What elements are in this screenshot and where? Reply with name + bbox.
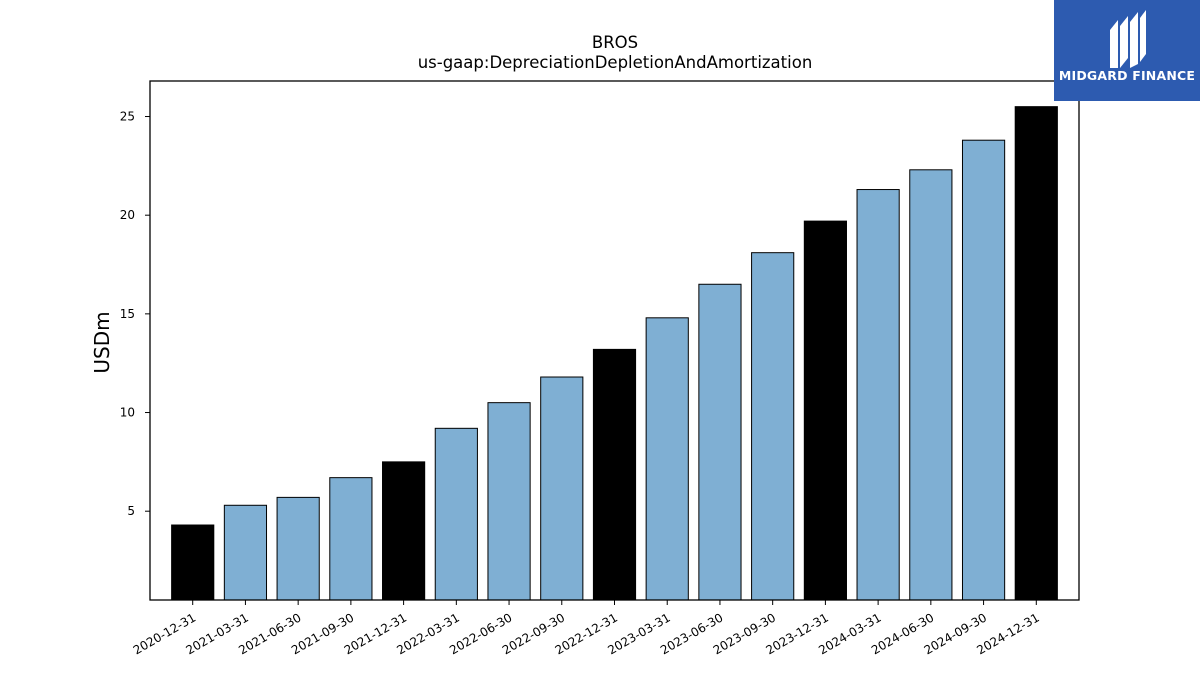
bar-2023-06-30 xyxy=(698,283,742,601)
midgard-logo-icon xyxy=(1110,10,1146,68)
logo-text: MIDGARD FINANCE xyxy=(1058,68,1196,83)
midgard-finance-logo: MIDGARD FINANCE xyxy=(1054,0,1200,101)
bar-2024-12-31 xyxy=(1014,106,1058,601)
bar-2024-06-30 xyxy=(909,169,953,601)
bar-2021-06-30 xyxy=(276,496,320,601)
bar-2023-03-31 xyxy=(645,317,689,601)
y-tick-label: 25 xyxy=(120,110,135,124)
plot-frame xyxy=(149,80,1080,601)
y-tick-label: 20 xyxy=(120,208,135,222)
y-tick-label: 15 xyxy=(120,307,135,321)
y-axis-label: USDm xyxy=(90,311,114,373)
bar-2021-03-31 xyxy=(223,504,268,601)
bar-2022-09-30 xyxy=(540,376,584,601)
bar-2022-12-31 xyxy=(592,348,637,601)
bar-2024-09-30 xyxy=(961,139,1006,601)
chart-title: BROS xyxy=(592,33,638,52)
bar-2021-09-30 xyxy=(329,477,373,601)
y-tick-label: 10 xyxy=(120,406,135,420)
bar-2021-12-31 xyxy=(382,461,426,601)
bar-2020-12-31 xyxy=(171,524,215,601)
bar-2023-09-30 xyxy=(751,252,795,601)
bar-2022-06-30 xyxy=(487,402,531,601)
bar-2023-12-31 xyxy=(803,220,847,601)
y-tick-label: 5 xyxy=(127,504,135,518)
chart-subtitle: us-gaap:DepreciationDepletionAndAmortiza… xyxy=(418,53,813,72)
bar-2024-03-31 xyxy=(856,189,900,601)
bar-2022-03-31 xyxy=(434,427,478,601)
